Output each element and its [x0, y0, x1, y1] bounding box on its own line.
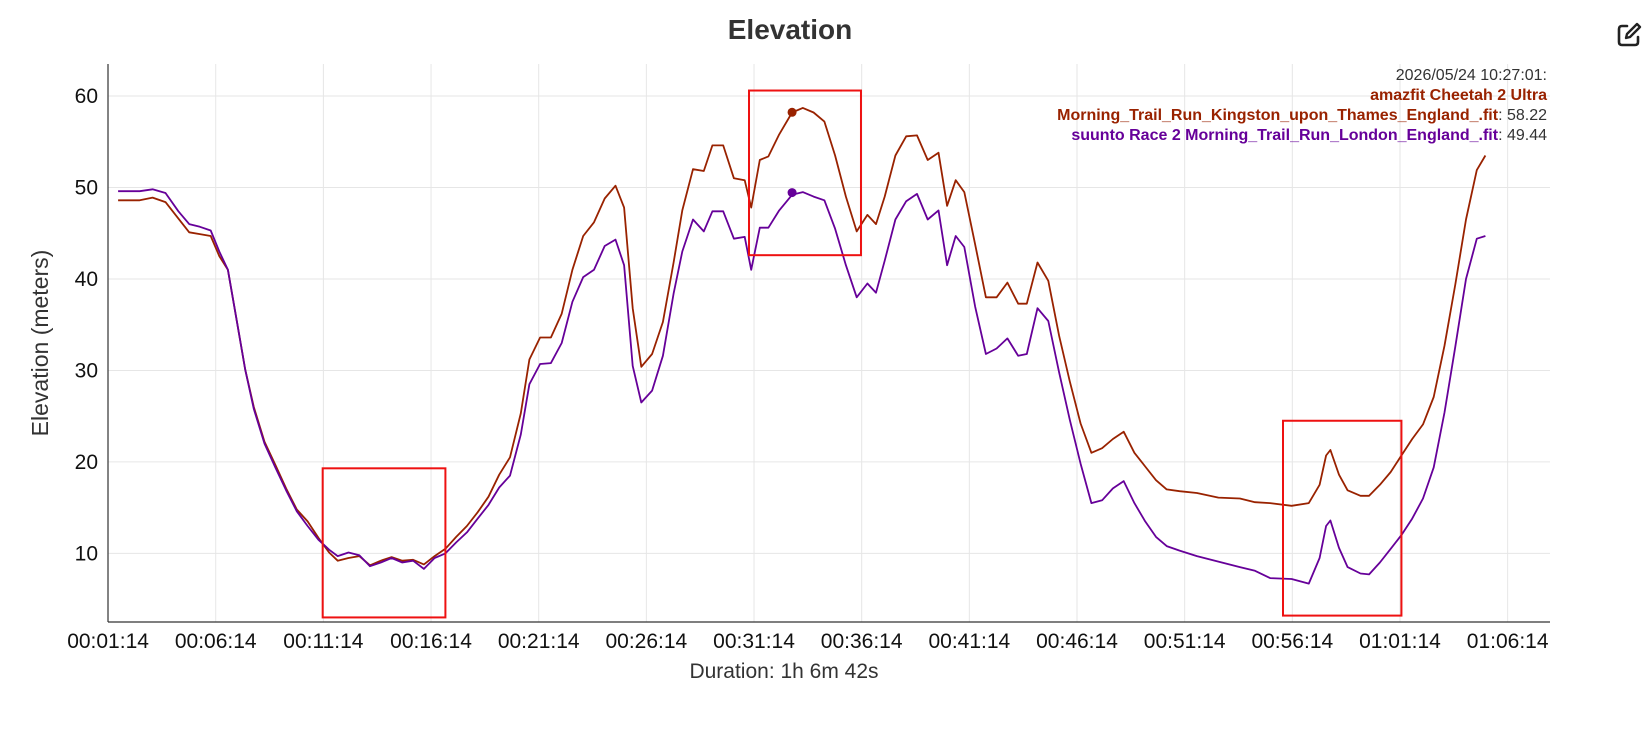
x-tick-label: 00:16:14 — [390, 630, 472, 653]
y-tick-label: 40 — [75, 268, 98, 291]
x-tick-label: 00:31:14 — [713, 630, 795, 653]
x-axis-title: Duration: 1h 6m 42s — [689, 660, 878, 683]
x-tick-label: 00:56:14 — [1251, 630, 1333, 653]
x-tick-label: 01:01:14 — [1359, 630, 1441, 653]
series-line-2 — [118, 188, 1486, 585]
series-line-1 — [118, 107, 1487, 567]
y-tick-label: 50 — [75, 176, 98, 199]
tooltip-device: amazfit Cheetah 2 Ultra — [1370, 87, 1547, 104]
edit-icon[interactable] — [1616, 22, 1642, 48]
x-tick-label: 00:41:14 — [928, 630, 1010, 653]
tooltip-line: suunto Race 2 Morning_Trail_Run_London_E… — [1071, 127, 1547, 144]
hover-marker — [787, 188, 797, 198]
x-tick-label: 00:21:14 — [498, 630, 580, 653]
tooltip-series-value: : 49.44 — [1498, 127, 1547, 144]
x-tick-label: 00:36:14 — [821, 630, 903, 653]
chart-title: Elevation — [727, 14, 853, 45]
x-tick-label: 00:46:14 — [1036, 630, 1118, 653]
hover-marker — [787, 107, 797, 117]
tooltip-timestamp: 2026/05/24 10:27:01: — [1396, 67, 1547, 84]
x-tick-label: 00:11:14 — [283, 630, 364, 653]
x-tick-label: 00:26:14 — [605, 630, 687, 653]
y-tick-label: 10 — [75, 542, 98, 565]
tooltip-series-value: : 58.22 — [1498, 107, 1547, 124]
y-tick-label: 20 — [75, 451, 98, 474]
highlight-box — [748, 89, 862, 257]
x-tick-label: 01:06:14 — [1467, 630, 1549, 653]
y-tick-label: 60 — [75, 85, 98, 108]
highlight-box — [1282, 419, 1403, 617]
x-tick-label: 00:51:14 — [1144, 630, 1226, 653]
y-axis-title: Elevation (meters) — [27, 250, 53, 437]
tooltip-series-name: suunto Race 2 Morning_Trail_Run_London_E… — [1071, 127, 1498, 144]
y-tick-label: 30 — [75, 359, 98, 382]
x-tick-label: 00:01:14 — [67, 630, 149, 653]
highlight-box — [321, 467, 447, 619]
tooltip-line: Morning_Trail_Run_Kingston_upon_Thames_E… — [1057, 107, 1547, 124]
tooltip-series-name: Morning_Trail_Run_Kingston_upon_Thames_E… — [1057, 107, 1499, 124]
x-tick-label: 00:06:14 — [175, 630, 257, 653]
